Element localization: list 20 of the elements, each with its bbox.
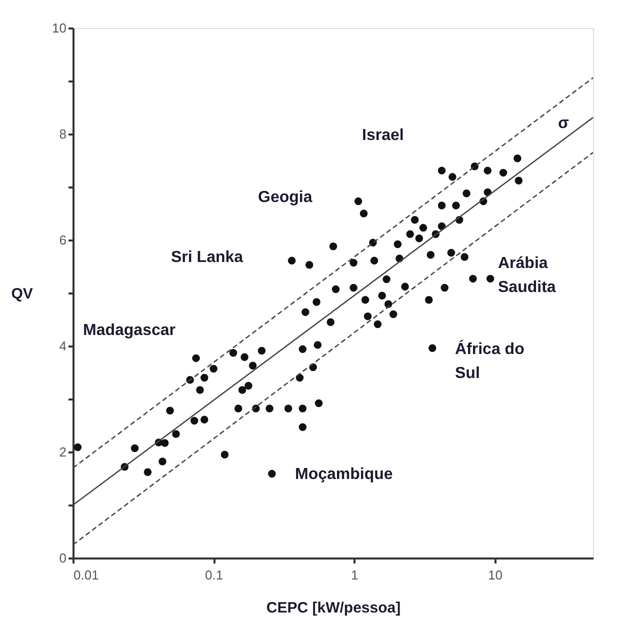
x-tick-label: 0.1 (205, 568, 224, 582)
y-tick-label: 6 (59, 232, 66, 248)
y-tick-label: 0 (59, 550, 66, 566)
y-axis-title: QV (11, 286, 33, 302)
annotation: África do Sul (455, 339, 525, 382)
annotation: Moçambique (295, 466, 393, 483)
annotation: Sri Lanka (171, 249, 244, 266)
x-axis-title: CEPC [kW/pessoa] (266, 600, 401, 616)
annotation: Geogia (258, 189, 312, 206)
annotation: Madagascar (83, 322, 176, 339)
x-tick-label: 0.01 (74, 568, 99, 582)
x-tick-label: 1 (351, 568, 358, 582)
y-tick-label: 10 (52, 20, 66, 36)
annotation: Arábia Saudita (498, 255, 556, 296)
annotation: σ (558, 115, 569, 132)
x-tick-label: 10 (488, 568, 502, 582)
annotation: Israel (362, 127, 404, 144)
y-tick-label: 2 (59, 444, 66, 460)
y-tick-label: 8 (59, 126, 66, 142)
y-tick-label: 4 (59, 338, 66, 354)
